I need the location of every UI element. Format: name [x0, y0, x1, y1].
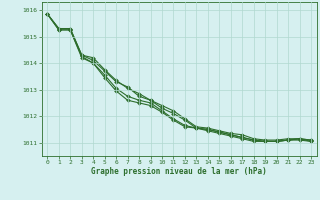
X-axis label: Graphe pression niveau de la mer (hPa): Graphe pression niveau de la mer (hPa)	[91, 167, 267, 176]
